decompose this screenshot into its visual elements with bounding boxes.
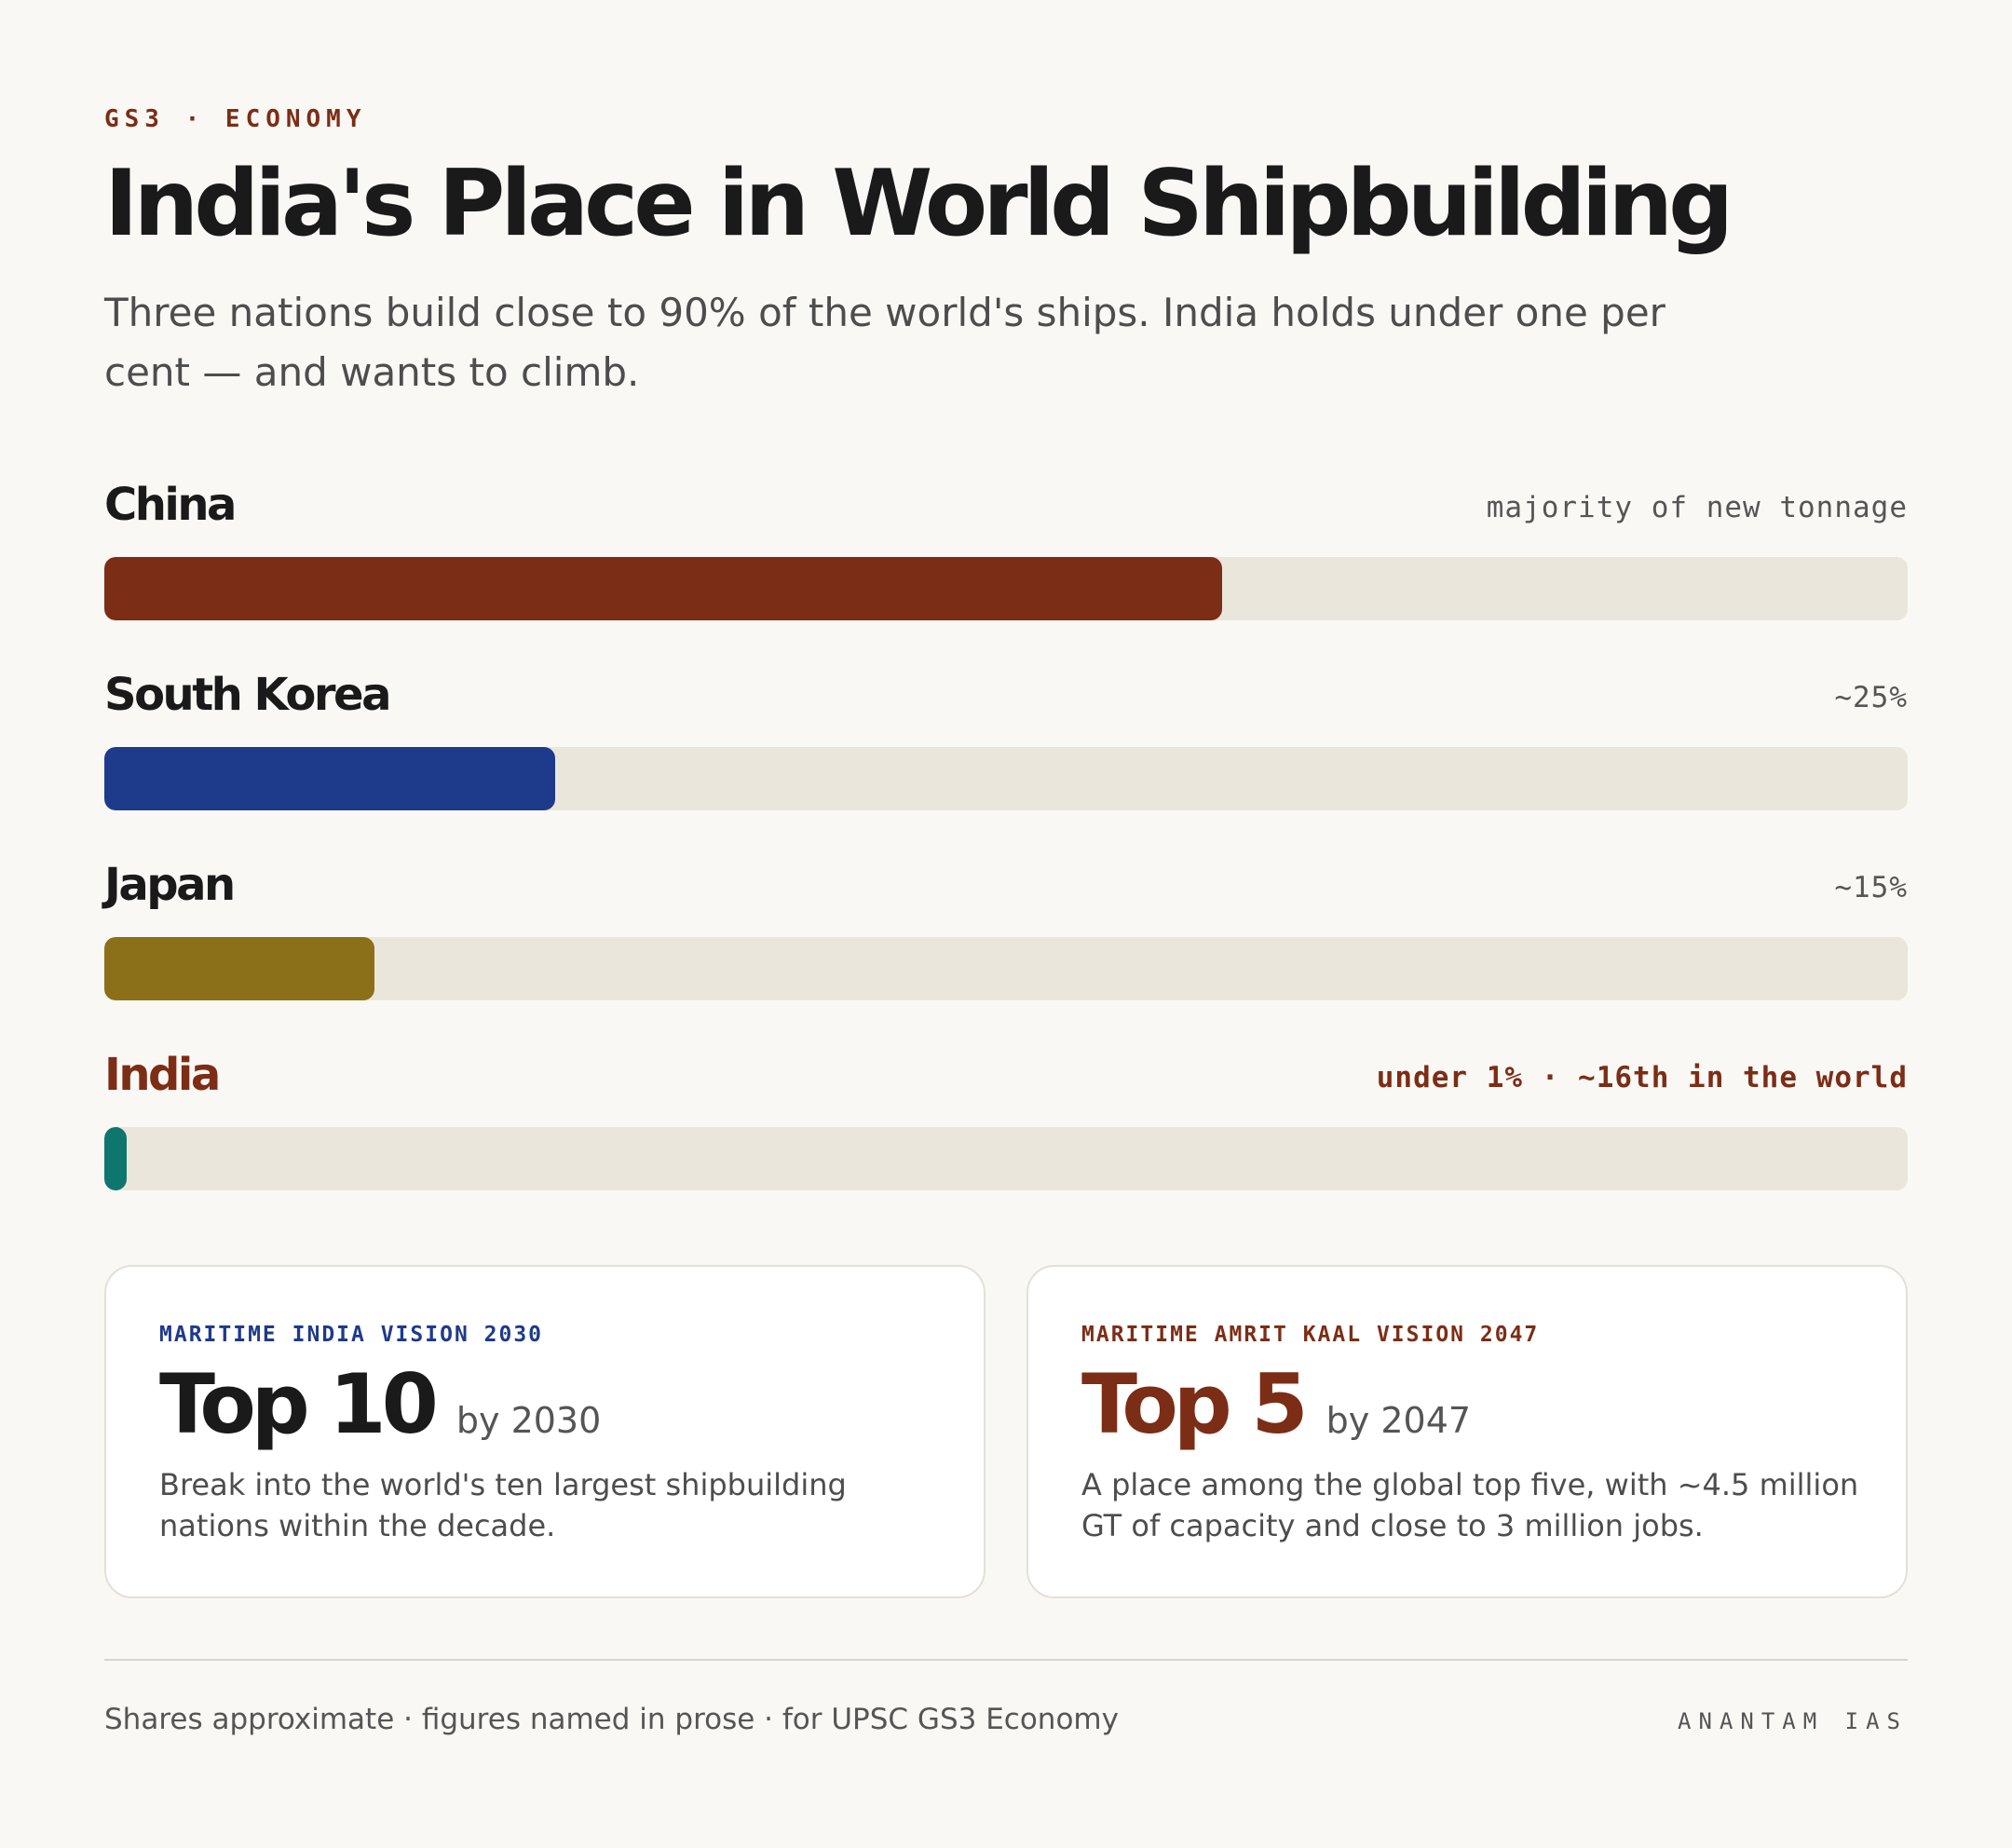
share-bar-chart: China majority of new tonnage South Korea ~… — [104, 473, 1908, 1233]
bar-row: Japan ~15% — [104, 853, 1908, 1043]
vision-cards: MARITIME INDIA VISION 2030 Top 10 by 2030… — [104, 1265, 1908, 1600]
bar-category-label: Japan — [104, 859, 236, 911]
bar-fill — [104, 1127, 127, 1190]
bar-track — [104, 747, 1908, 810]
card-target: Top 10 by 2030 — [159, 1364, 601, 1446]
vision-card-2047: MARITIME AMRIT KAAL VISION 2047 Top 5 by … — [1026, 1265, 1908, 1598]
bar-fill — [104, 937, 374, 1000]
card-kicker: MARITIME AMRIT KAAL VISION 2047 — [1081, 1323, 1540, 1347]
card-target-rank: Top 5 — [1081, 1356, 1309, 1452]
bar-category-label: India — [104, 1049, 221, 1101]
footer-note: Shares approximate · figures named in pr… — [104, 1703, 1119, 1736]
page-subtitle: Three nations build close to 90% of the … — [104, 290, 1665, 395]
bar-category-label: China — [104, 479, 237, 531]
section-kicker: GS3 · ECONOMY — [104, 105, 367, 133]
bar-track — [104, 557, 1908, 620]
card-target-year: by 2047 — [1325, 1400, 1472, 1441]
bar-fill — [104, 557, 1222, 620]
card-description: Break into the world's ten largest shipb… — [159, 1467, 847, 1543]
bar-value-label: ~25% — [1834, 681, 1908, 714]
bar-row: China majority of new tonnage — [104, 473, 1908, 663]
card-kicker: MARITIME INDIA VISION 2030 — [159, 1323, 544, 1347]
footer-divider — [104, 1659, 1908, 1661]
card-target-year: by 2030 — [455, 1400, 602, 1441]
page-title: India's Place in World Shipbuilding — [104, 151, 1733, 257]
vision-card-2030: MARITIME INDIA VISION 2030 Top 10 by 2030… — [104, 1265, 986, 1598]
bar-value-label: under 1% · ~16th in the world — [1376, 1061, 1908, 1094]
bar-category-label: South Korea — [104, 669, 392, 721]
card-target-rank: Top 10 — [159, 1356, 439, 1452]
bar-value-label: ~15% — [1834, 871, 1908, 904]
bar-track — [104, 937, 1908, 1000]
bar-row: India under 1% · ~16th in the world — [104, 1043, 1908, 1233]
brand-label: ANANTAM IAS — [1678, 1708, 1908, 1734]
card-description: A place among the global top five, with … — [1081, 1467, 1859, 1543]
bar-value-label: majority of new tonnage — [1486, 491, 1908, 524]
bar-track — [104, 1127, 1908, 1190]
card-target: Top 5 by 2047 — [1081, 1364, 1471, 1446]
bar-row: South Korea ~25% — [104, 663, 1908, 853]
bar-fill — [104, 747, 555, 810]
